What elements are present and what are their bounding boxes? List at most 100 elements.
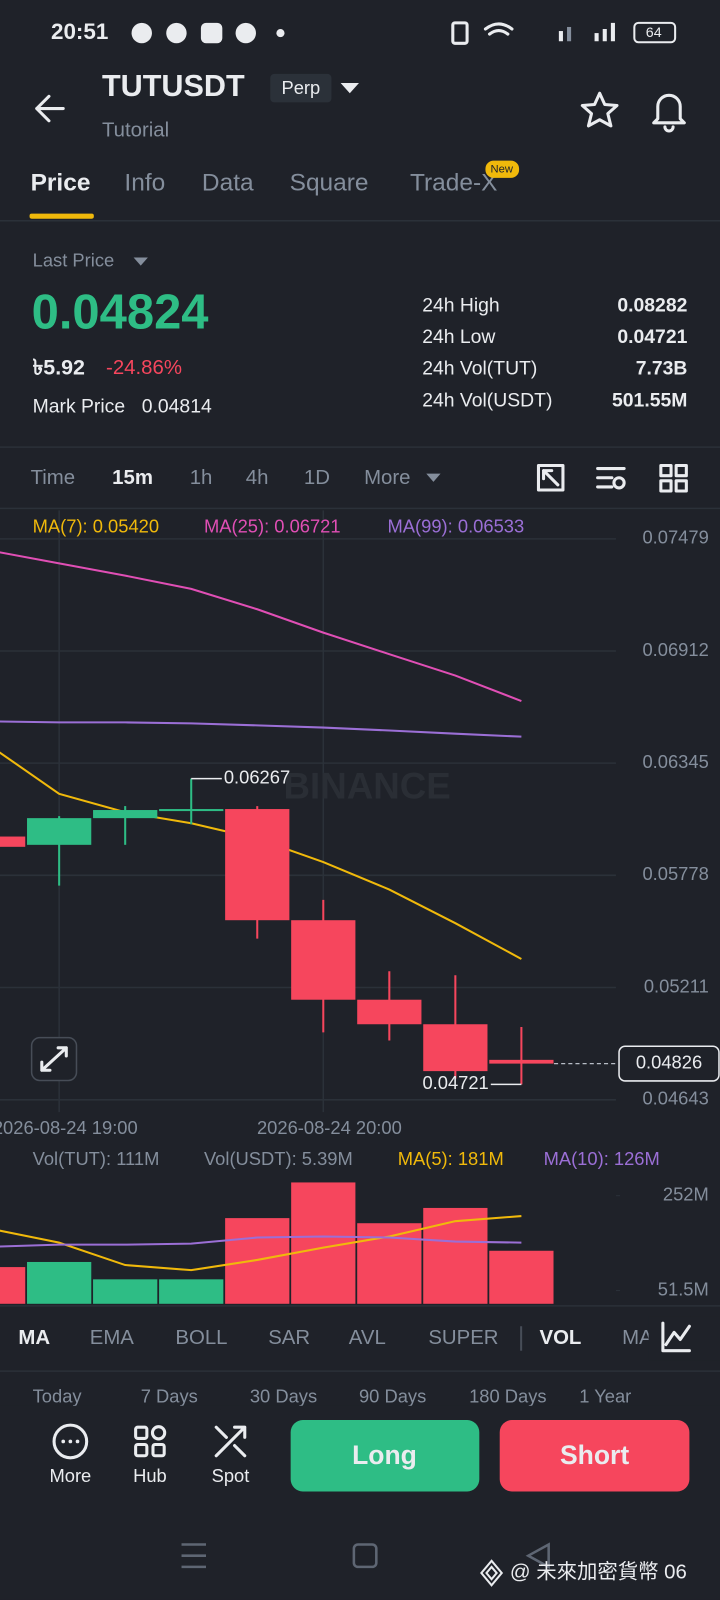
symbol-dropdown[interactable] (340, 83, 359, 94)
ma-legend: MA(10): 126M (544, 1148, 660, 1169)
indicator-fade (648, 1316, 720, 1361)
alert-button[interactable] (652, 93, 686, 133)
volume-bar (489, 1250, 554, 1304)
tab[interactable]: Data (202, 169, 254, 196)
y-tick-label: 252M (663, 1184, 709, 1205)
volume-bar (0, 1267, 26, 1304)
y-tick-label: 0.06912 (642, 639, 708, 660)
y-tick-label: 0.06345 (642, 751, 708, 772)
volume-bar (357, 1223, 422, 1304)
volume-info: Vol(USDT): 5.39M (204, 1148, 353, 1169)
dropdown-arrow (133, 257, 148, 266)
x-tick-label: 2026-08-24 20:00 (257, 1117, 402, 1138)
plot-area: BINANCE (0, 510, 616, 1113)
badge-bg (270, 73, 332, 103)
stat-label: 24h High (422, 295, 500, 317)
change-pct: -24.86% (106, 357, 182, 379)
short-label[interactable]: Short (560, 1440, 629, 1470)
ma-line (0, 551, 522, 702)
x-tick-label: 2026-08-24 19:00 (0, 1117, 138, 1138)
y-tick-label: 0.05211 (644, 975, 709, 996)
volume-bar (93, 1279, 158, 1304)
mark-price-label: Mark Price (33, 395, 126, 417)
indicator[interactable]: MA (18, 1327, 50, 1349)
tab[interactable]: Info (124, 169, 165, 196)
timeframe[interactable]: 1D (304, 467, 330, 489)
indicator[interactable]: VOL (539, 1327, 581, 1349)
new-badge-bg (485, 160, 520, 178)
perp-badge: Perp (281, 77, 320, 98)
y-tick-label: 0.07479 (642, 527, 708, 548)
indicator-settings[interactable] (661, 1321, 691, 1353)
nav-bar[interactable] (181, 1542, 550, 1570)
change-abs: ৳5.92 (33, 355, 85, 379)
ma-legend: MA(99): 0.06533 (388, 516, 525, 537)
stat-value: 0.04721 (617, 326, 687, 348)
stat-label: 24h Low (422, 326, 496, 348)
stat-value: 0.08282 (617, 295, 687, 317)
chart-watermark: BINANCE (284, 765, 451, 806)
chart-tools[interactable] (536, 463, 688, 493)
volume-info: Vol(TUT): 111M (33, 1148, 160, 1169)
candle-body (225, 809, 290, 921)
min-label: 0.04721 (422, 1072, 488, 1093)
bottom-item[interactable]: Hub (133, 1465, 167, 1486)
indicator[interactable]: SUPER (428, 1327, 498, 1349)
y-tick-label: 51.5M (658, 1278, 709, 1299)
new-badge: New (491, 164, 514, 176)
tab[interactable]: Price (31, 169, 91, 196)
timeframe[interactable]: 1h (190, 467, 213, 489)
price-chart: BINANCE 0.07479 0.06912 0.06345 0.05778 0.052… (0, 510, 720, 1138)
last-price-box (618, 1045, 720, 1082)
status-icons (131, 21, 677, 45)
long-label[interactable]: Long (352, 1440, 417, 1470)
subtitle: Tutorial (102, 119, 169, 141)
stat-value: 501.55M (612, 389, 687, 411)
range[interactable]: 1 Year (579, 1385, 631, 1406)
battery-level: 64 (646, 25, 662, 41)
bottom-item[interactable]: Spot (212, 1465, 250, 1486)
range[interactable]: Today (33, 1385, 83, 1406)
symbol[interactable]: TUTUSDT (102, 69, 245, 103)
timeframe[interactable]: 4h (246, 467, 269, 489)
tab[interactable]: Square (290, 169, 369, 196)
range[interactable]: 30 Days (250, 1385, 317, 1406)
mark-price: 0.04814 (142, 395, 212, 417)
candle-body (489, 1059, 554, 1064)
y-tick-label: 0.04643 (642, 1088, 708, 1109)
watermark: @ 未來加密貨幣 06 (510, 1560, 687, 1583)
stat-value: 7.73B (636, 358, 688, 380)
ma-line (0, 1235, 522, 1248)
bottom-item[interactable]: More (49, 1465, 91, 1486)
timeframe[interactable]: Time (31, 467, 76, 489)
plot-area (0, 1182, 554, 1304)
back-button[interactable] (35, 94, 65, 123)
candle-body (0, 836, 26, 847)
indicator[interactable]: SAR (268, 1327, 310, 1349)
candle-body (159, 809, 224, 812)
range[interactable]: 180 Days (469, 1385, 547, 1406)
timeframe[interactable]: 15m (112, 467, 153, 489)
y-tick-label: 0.05778 (642, 863, 708, 884)
bottom-icons (52, 1423, 247, 1460)
timeframe[interactable]: More (364, 467, 410, 489)
last-price-label: 0.04826 (636, 1051, 702, 1072)
indicator[interactable]: AVL (349, 1327, 386, 1349)
volume-chart: Vol(TUT): 111M Vol(USDT): 5.39M 252M 51.5M M… (0, 1148, 709, 1304)
short-button[interactable] (499, 1420, 690, 1492)
indicator[interactable]: BOLL (175, 1327, 227, 1349)
volume-bar (159, 1279, 224, 1304)
indicator[interactable]: EMA (90, 1327, 135, 1349)
range[interactable]: 90 Days (359, 1385, 426, 1406)
last-price-label[interactable]: Last Price (33, 249, 115, 270)
long-button[interactable] (290, 1420, 480, 1492)
volume-bar (27, 1261, 92, 1304)
indicator[interactable]: MA (622, 1327, 653, 1349)
tab-indicator (29, 213, 94, 219)
tab[interactable]: Trade-X (410, 169, 497, 196)
candle-body (93, 810, 158, 819)
favorite-button[interactable] (580, 91, 619, 128)
range[interactable]: 7 Days (141, 1385, 198, 1406)
stat-label: 24h Vol(TUT) (422, 358, 537, 380)
